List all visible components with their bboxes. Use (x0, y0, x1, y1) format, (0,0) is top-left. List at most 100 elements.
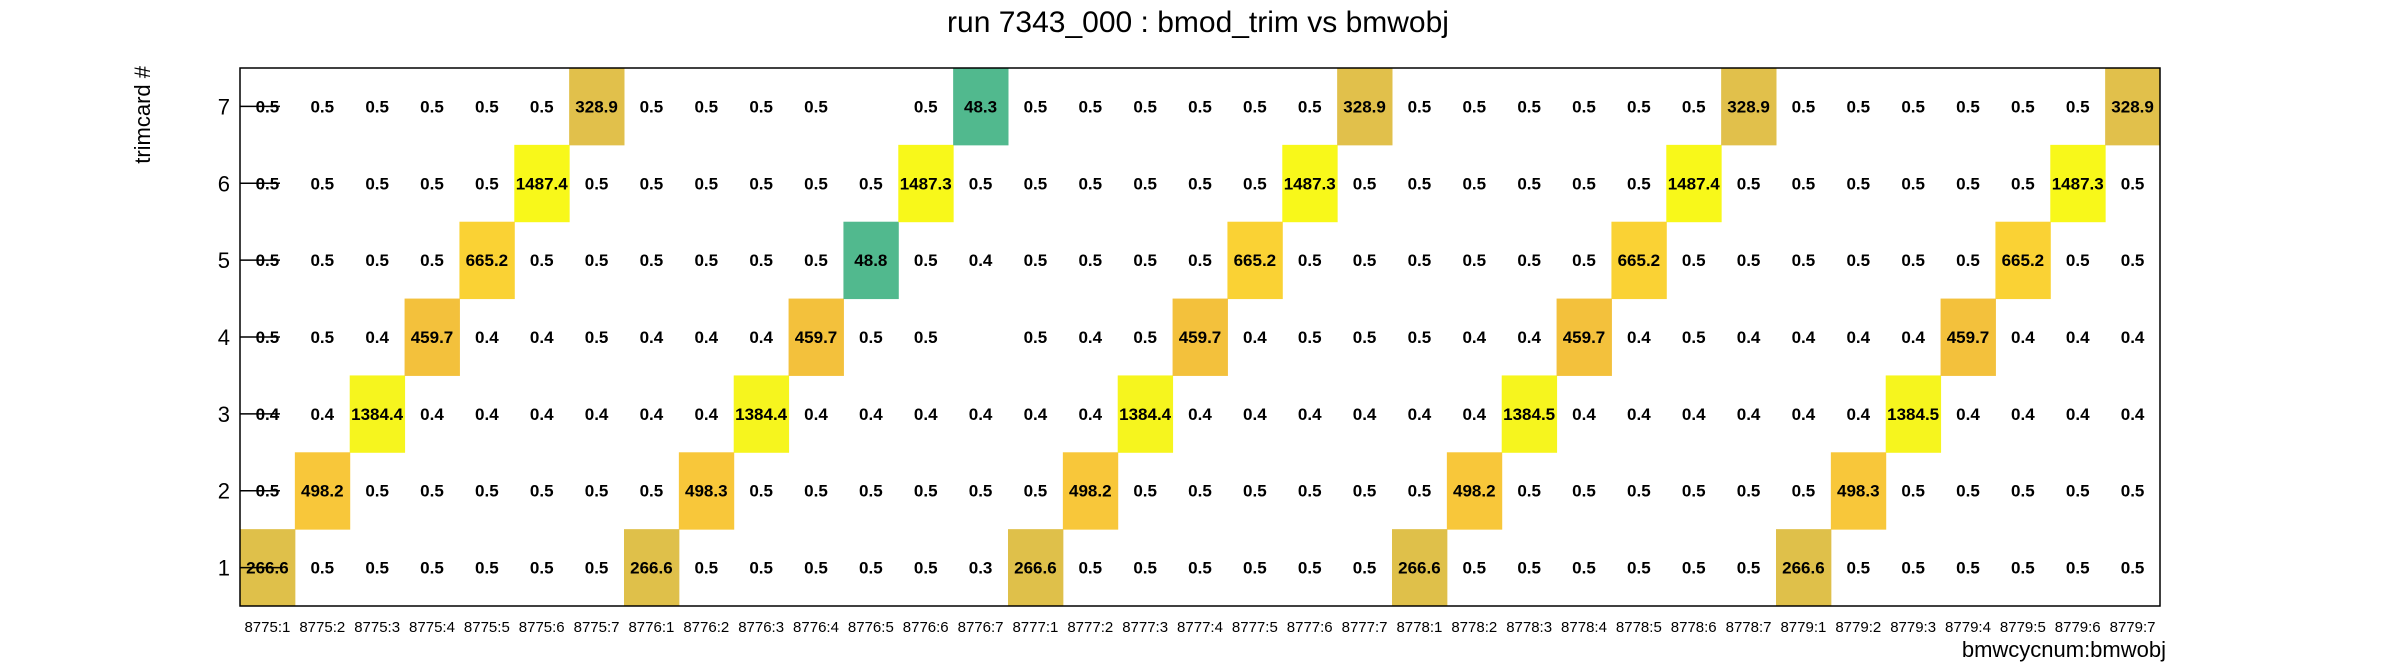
cell-value-label: 0.5 (804, 97, 828, 116)
heatmap-cell (1392, 529, 1448, 607)
cell-value-label: 665.2 (1618, 251, 1661, 270)
cell-value-label: 0.5 (1462, 174, 1486, 193)
cell-value-label: 0.5 (859, 328, 883, 347)
cell-value-label: 266.6 (1782, 559, 1825, 578)
heatmap-cell (953, 68, 1009, 146)
cell-value-label: 0.5 (1682, 328, 1706, 347)
cell-value-label: 0.5 (694, 251, 718, 270)
cell-value-label: 0.4 (1627, 405, 1651, 424)
cell-value-label: 0.5 (1188, 482, 1212, 501)
cell-value-label: 0.5 (1243, 174, 1267, 193)
x-tick-label: 8776:5 (848, 619, 894, 636)
cell-value-label: 0.5 (1353, 251, 1377, 270)
cell-value-label: 0.4 (1298, 405, 1322, 424)
cell-value-label: 0.4 (1188, 405, 1212, 424)
cell-value-label: 0.5 (1627, 174, 1651, 193)
cell-value-label: 328.9 (1727, 97, 1770, 116)
heatmap-cell (1940, 298, 1996, 376)
heatmap-cell (1172, 298, 1228, 376)
cell-value-label: 0.4 (1737, 328, 1761, 347)
cell-value-label: 0.5 (530, 251, 554, 270)
cell-value-label: 0.4 (749, 328, 773, 347)
cell-value-label: 0.5 (640, 97, 664, 116)
cell-value-label: 0.5 (1243, 97, 1267, 116)
cell-value-label: 459.7 (411, 328, 454, 347)
cell-value-label: 0.4 (530, 328, 554, 347)
cell-value-label: 0.5 (1572, 559, 1596, 578)
cell-value-label: 0.5 (2066, 482, 2090, 501)
cell-value-label: 0.5 (585, 482, 609, 501)
cell-value-label: 0.5 (749, 174, 773, 193)
cell-value-label: 0.5 (365, 559, 389, 578)
cell-value-label: 0.5 (1956, 251, 1980, 270)
cell-value-label: 0.5 (1627, 559, 1651, 578)
cell-value-label: 0.5 (1737, 174, 1761, 193)
cell-value-label: 0.5 (1188, 559, 1212, 578)
cell-value-label: 1384.5 (1887, 405, 1939, 424)
chart-title: run 7343_000 : bmod_trim vs bmwobj (947, 6, 1449, 39)
cell-value-label: 0.5 (475, 559, 499, 578)
x-tick-label: 8778:6 (1671, 619, 1717, 636)
cell-value-label: 1384.4 (351, 405, 404, 424)
y-tick-label: 1 (218, 556, 230, 581)
cell-value-label: 0.5 (1517, 97, 1541, 116)
cell-value-label: 0.5 (2066, 251, 2090, 270)
cell-value-label: 0.4 (530, 405, 554, 424)
cell-value-label: 0.5 (804, 174, 828, 193)
heatmap-cell (1885, 375, 1942, 453)
cell-value-label: 0.5 (1408, 328, 1432, 347)
cell-value-label: 0.5 (420, 559, 444, 578)
x-tick-label: 8779:6 (2055, 619, 2101, 636)
cell-value-label: 0.5 (914, 328, 938, 347)
cell-value-label: 0.5 (1737, 251, 1761, 270)
cell-value-label: 0.5 (749, 482, 773, 501)
y-tick-labels: 1 2 3 4 5 6 7 (218, 94, 280, 581)
cell-value-label: 0.5 (585, 251, 609, 270)
cell-value-label: 0.5 (1024, 251, 1048, 270)
cell-value-label: 0.5 (1956, 559, 1980, 578)
cell-value-label: 0.5 (859, 482, 883, 501)
x-tick-label: 8778:3 (1506, 619, 1552, 636)
cell-value-label: 0.5 (365, 251, 389, 270)
x-tick-label: 8775:1 (244, 619, 290, 636)
cell-value-label: 48.3 (964, 97, 997, 116)
cell-value-label: 0.4 (2066, 328, 2090, 347)
cell-value-label: 0.4 (1627, 328, 1651, 347)
cell-value-label: 0.4 (1078, 328, 1102, 347)
cell-value-label: 1487.3 (1284, 174, 1336, 193)
cell-value-label: 0.5 (2066, 559, 2090, 578)
cell-value-label: 0.5 (1078, 251, 1102, 270)
cell-value-label: 0.5 (2011, 482, 2035, 501)
cell-value-label: 1384.5 (1503, 405, 1555, 424)
cell-value-label: 498.3 (1837, 482, 1880, 501)
heatmap-cell (1556, 298, 1612, 376)
x-tick-label: 8779:5 (2000, 619, 2046, 636)
cell-value-label: 0.5 (1462, 559, 1486, 578)
cell-value-label: 1487.4 (516, 174, 569, 193)
cell-value-label: 0.4 (2121, 405, 2145, 424)
cell-value-label: 0.5 (969, 482, 993, 501)
x-tick-label: 8777:6 (1287, 619, 1333, 636)
cell-value-label: 0.5 (2066, 97, 2090, 116)
x-tick-label: 8776:2 (683, 619, 729, 636)
cell-value-label: 0.4 (914, 405, 938, 424)
cell-value-label: 0.5 (475, 174, 499, 193)
cell-value-label: 1487.4 (1668, 174, 1721, 193)
heatmap-cell (678, 452, 735, 530)
cell-value-label: 0.5 (1133, 97, 1157, 116)
cell-value-label: 0.5 (1572, 251, 1596, 270)
cell-value-label: 0.5 (1682, 482, 1706, 501)
cell-value-label: 0.5 (530, 559, 554, 578)
cell-value-label: 0.5 (1901, 559, 1925, 578)
cell-value-label: 0.5 (1682, 251, 1706, 270)
cell-value-label: 1384.4 (1119, 405, 1172, 424)
cell-value-label: 0.5 (2011, 559, 2035, 578)
cell-value-label: 0.5 (1792, 482, 1816, 501)
heatmap-cell (898, 144, 954, 223)
x-tick-label: 8776:6 (903, 619, 949, 636)
cell-value-label: 0.3 (969, 559, 993, 578)
heatmap-cell (1117, 375, 1174, 453)
x-tick-labels: 8775:1 8775:2 8775:3 8775:4 8775:5 8775:6 8775… (244, 619, 2155, 636)
heatmap-cell (624, 529, 680, 607)
cell-value-label: 0.5 (1517, 174, 1541, 193)
